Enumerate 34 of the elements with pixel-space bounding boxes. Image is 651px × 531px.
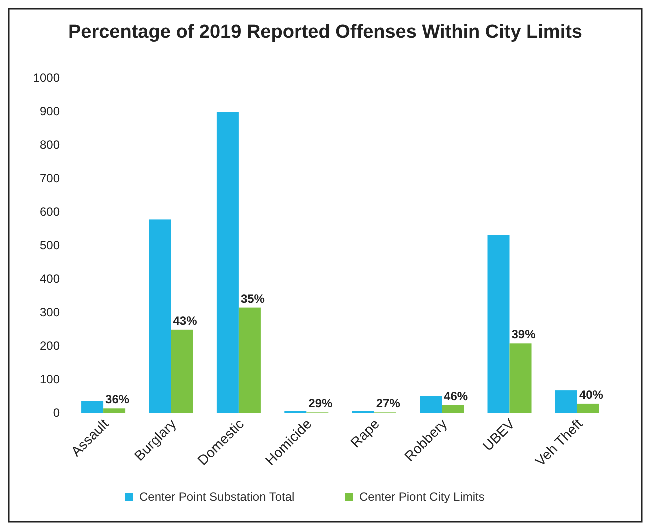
annotation: 29%: [308, 396, 333, 411]
bar: [510, 344, 532, 413]
bar: [216, 112, 239, 413]
y-tick-label: 1000: [33, 71, 60, 86]
annotation: 43%: [173, 314, 198, 328]
bar: [149, 220, 172, 413]
bar: [104, 408, 126, 413]
annotation: 27%: [376, 396, 401, 411]
legend-label: Center Point Substation Total: [140, 490, 295, 504]
y-tick-label: 200: [40, 339, 60, 354]
annotation: 36%: [106, 392, 130, 407]
bar: [238, 308, 261, 413]
bar: [442, 405, 464, 413]
bar: [488, 235, 510, 413]
bar: [420, 396, 442, 413]
chart-title: Percentage of 2019 Reported Offenses Within City Limits: [68, 22, 583, 43]
y-tick-label: 600: [40, 205, 60, 220]
y-tick-label: 0: [53, 406, 60, 420]
y-tick-label: 500: [40, 238, 60, 253]
y-tick-label: 900: [40, 104, 60, 119]
annotation: 40%: [579, 388, 604, 402]
bar: [555, 390, 578, 413]
y-tick-label: 300: [40, 306, 60, 320]
y-tick-label: 400: [40, 272, 60, 286]
bar: [577, 404, 600, 413]
annotation: 46%: [444, 389, 468, 404]
y-tick-label: 700: [40, 172, 60, 186]
y-tick-label: 100: [40, 372, 60, 387]
annotation: 35%: [240, 292, 266, 306]
bar: [171, 330, 194, 413]
legend-label: Center Piont City Limits: [360, 490, 485, 504]
bar: [82, 401, 104, 413]
y-tick-label: 800: [40, 138, 60, 152]
annotation: 39%: [512, 328, 536, 342]
